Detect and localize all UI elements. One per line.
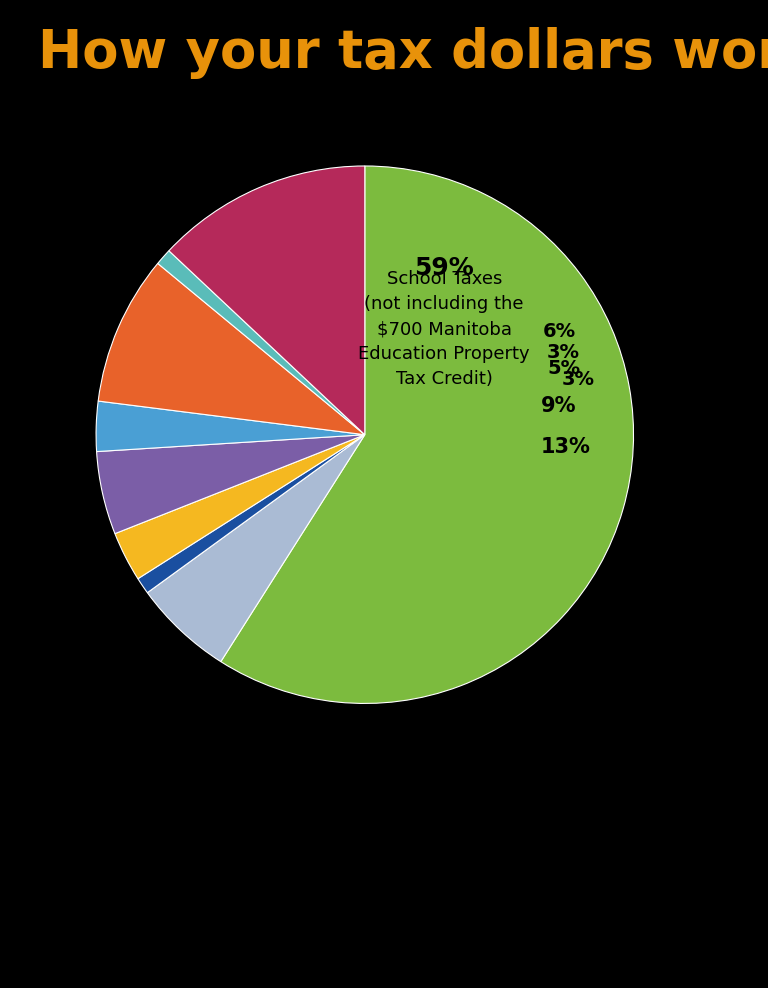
- Text: 6%: 6%: [543, 322, 576, 341]
- Text: School Taxes
(not including the
$700 Manitoba
Education Property
Tax Credit): School Taxes (not including the $700 Man…: [359, 271, 530, 388]
- Wedge shape: [98, 264, 365, 435]
- Text: 3%: 3%: [547, 343, 580, 362]
- Wedge shape: [221, 166, 634, 703]
- Wedge shape: [97, 435, 365, 534]
- Text: 13%: 13%: [541, 437, 591, 457]
- Wedge shape: [157, 251, 365, 435]
- Text: 59%: 59%: [414, 256, 474, 280]
- Text: How your tax dollars work: How your tax dollars work: [38, 28, 768, 79]
- Text: 9%: 9%: [541, 396, 577, 416]
- Wedge shape: [96, 401, 365, 452]
- Text: 3%: 3%: [561, 370, 594, 389]
- Text: 5%: 5%: [547, 359, 580, 377]
- Wedge shape: [147, 435, 365, 662]
- Wedge shape: [169, 166, 365, 435]
- Wedge shape: [138, 435, 365, 593]
- Wedge shape: [115, 435, 365, 579]
